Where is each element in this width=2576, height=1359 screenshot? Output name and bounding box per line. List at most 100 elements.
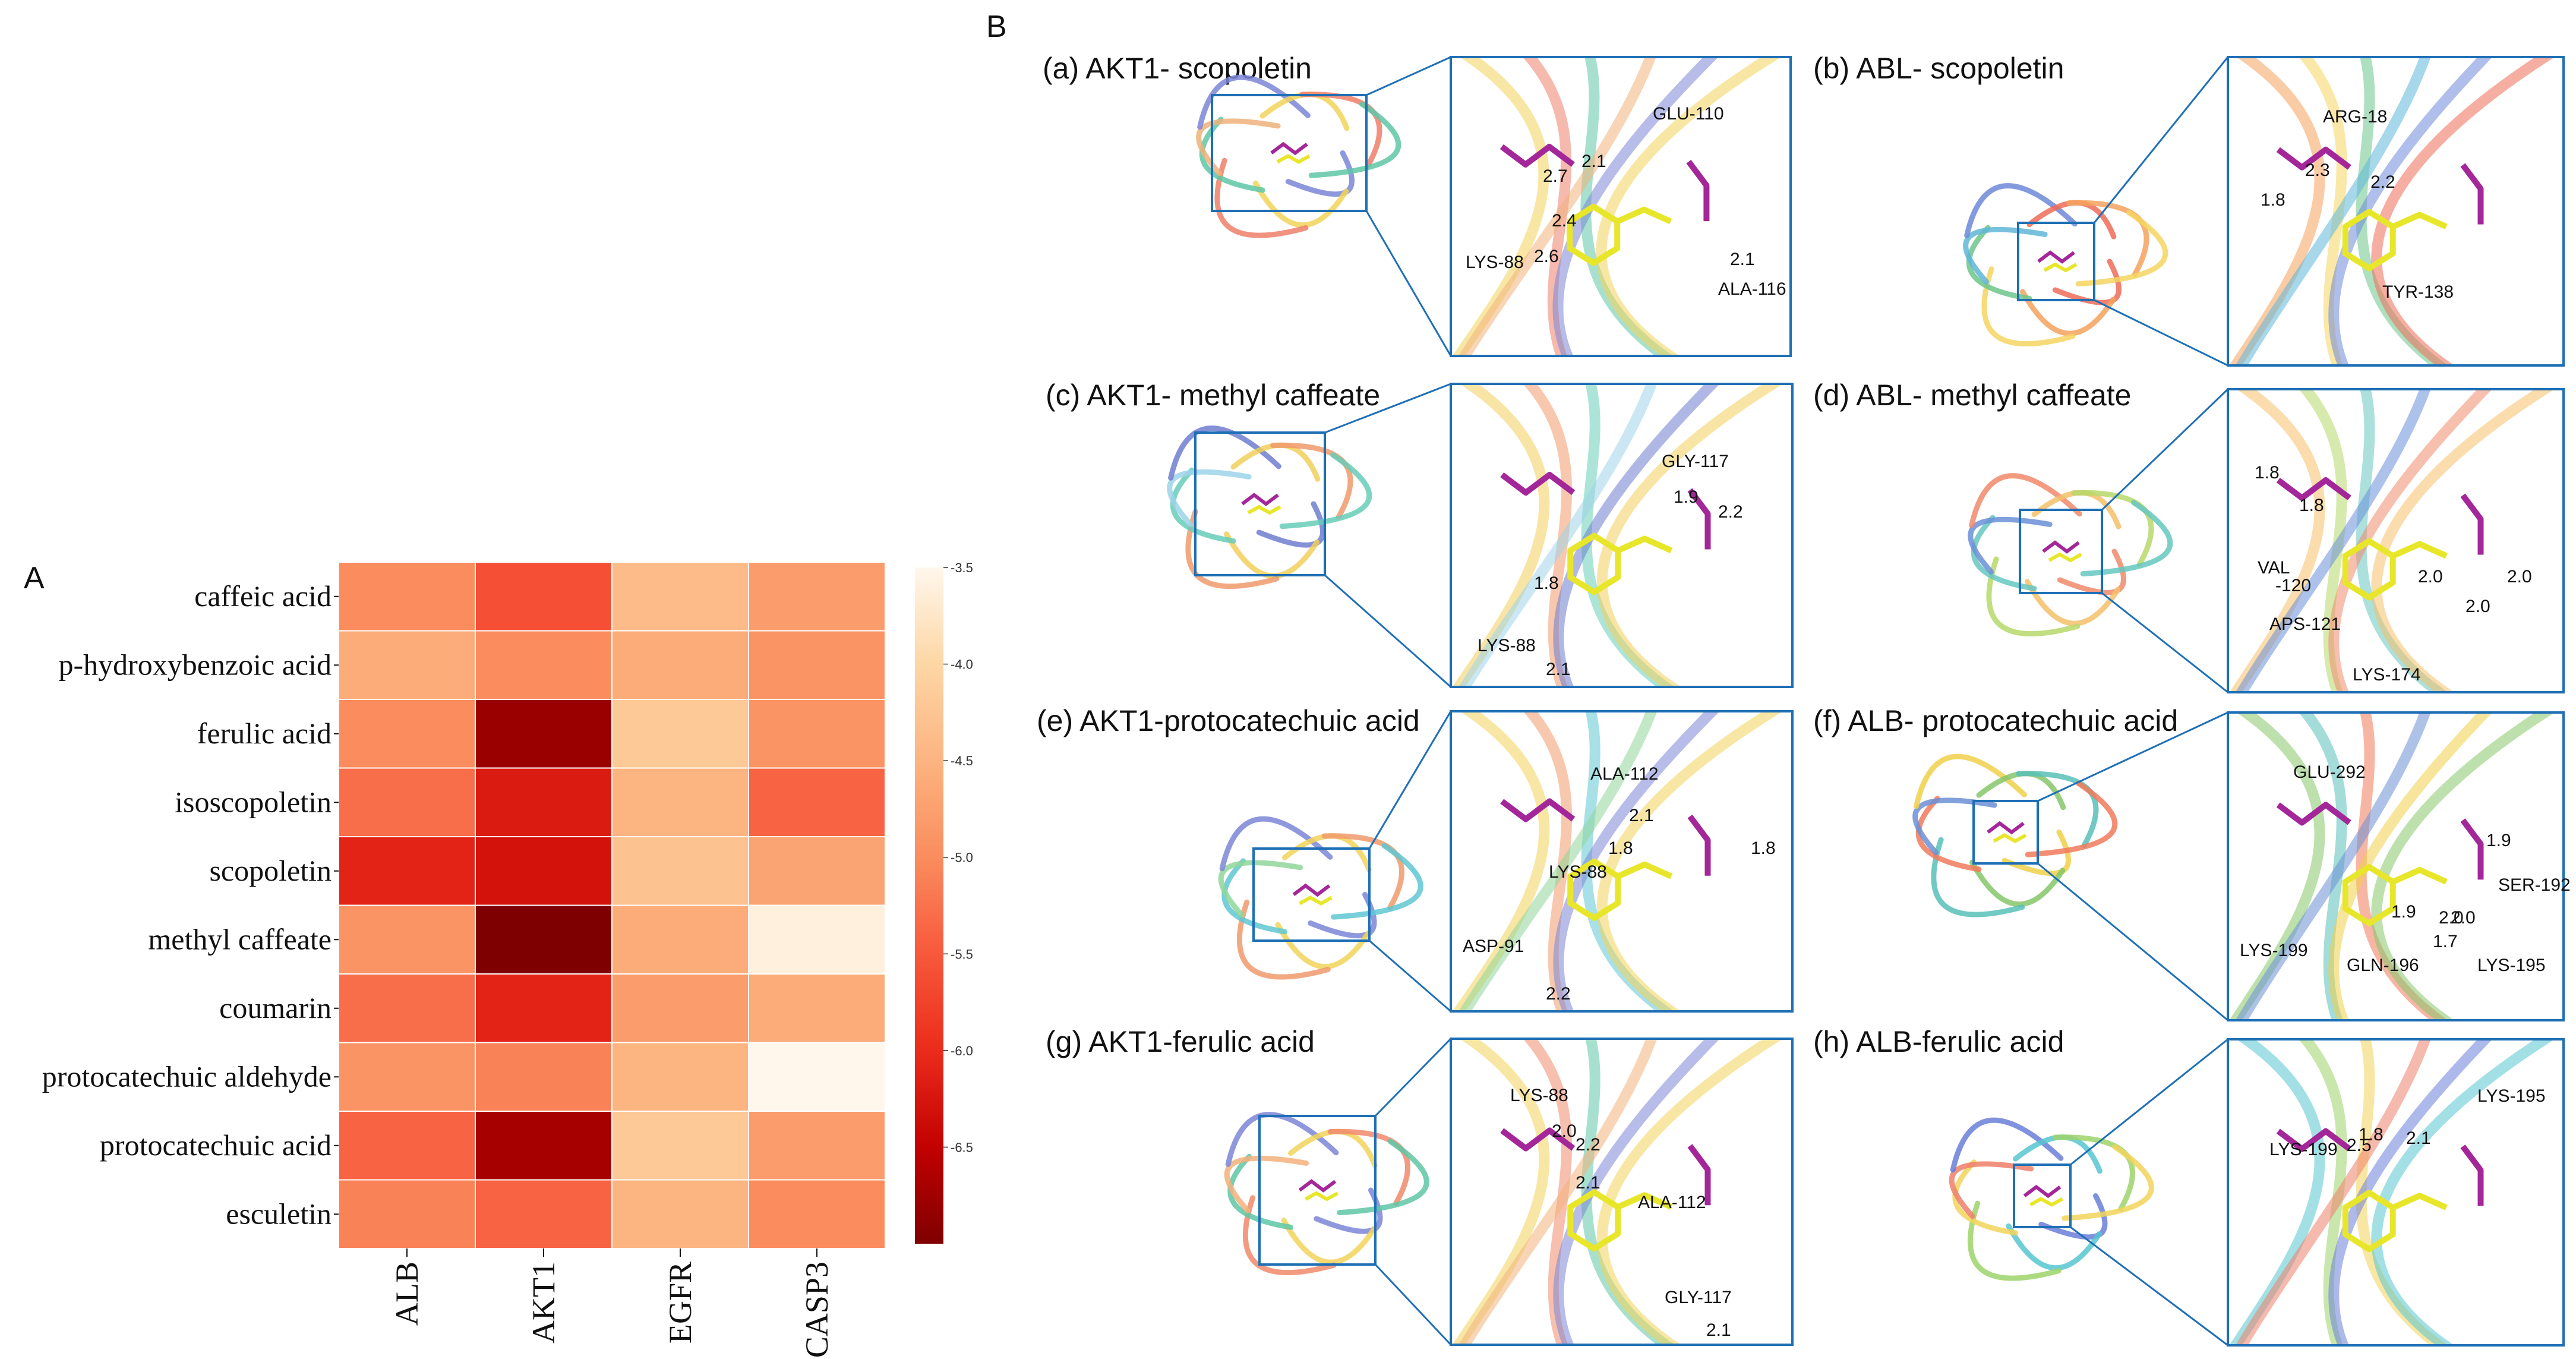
- zoom-frame: [2227, 1038, 2565, 1347]
- residue-label: ALA-116: [1718, 279, 1786, 299]
- protein-ribbon: [2062, 1144, 2154, 1221]
- overview-selection-box: [2013, 1163, 2072, 1228]
- heatmap-cell: [338, 562, 476, 632]
- heatmap-cell: [338, 1111, 476, 1181]
- column-label: CASP3: [799, 1262, 835, 1358]
- protein-ribbon: [1967, 1200, 2062, 1281]
- residue-label: ARG-18: [2323, 107, 2387, 127]
- protein-ribbon: [2019, 289, 2116, 336]
- docking-panel: (e) AKT1-protocatechuic acid ALA-112 LYS-8…: [1037, 704, 1794, 1013]
- residue-sticks: [1500, 798, 1711, 876]
- zoom-ribbon: [1459, 711, 1658, 1011]
- protein-ribbon: [2024, 579, 2121, 626]
- connector-line: [1374, 1263, 1452, 1346]
- zoom-frame: [1450, 56, 1792, 357]
- zoom-view: [2228, 57, 2564, 365]
- ligand-sticks: [2342, 863, 2448, 926]
- protein-ribbon: [1167, 469, 1252, 527]
- heatmap-cell: [611, 836, 749, 906]
- residue-label: LYS-195: [2477, 956, 2546, 975]
- distance-label: 2.1: [1546, 660, 1571, 679]
- residue-label: VAL: [2258, 558, 2290, 578]
- protein-ribbon: [1337, 1139, 1429, 1216]
- protein-overview: [1963, 183, 2168, 347]
- heatmap-cell: [611, 562, 749, 632]
- colorbar-tick-label: -4.0: [951, 657, 973, 672]
- protein-ribbon: [1279, 452, 1372, 529]
- distance-label: 2.0: [2418, 567, 2443, 587]
- protein-ribbon: [2025, 780, 2118, 857]
- protein-ribbon: [1185, 509, 1280, 589]
- column-label: AKT1: [526, 1262, 561, 1344]
- protein-ribbon: [1912, 797, 1997, 856]
- protein-overview: [1218, 816, 1423, 980]
- protein-ribbon: [1221, 858, 1287, 935]
- residue-label: LYS-88: [1478, 636, 1536, 655]
- protein-ribbon: [1170, 467, 1236, 544]
- heatmap-cell: [611, 1042, 749, 1112]
- heatmap-cell: [338, 699, 476, 769]
- panel-title: (d) ABL- methyl caffeate: [1813, 379, 2131, 412]
- ligand-sticks: [1567, 203, 1672, 266]
- connector-line: [2093, 56, 2229, 223]
- heatmap-cell: [748, 699, 886, 769]
- zoom-ribbons: [1452, 384, 1783, 687]
- overview-residue: [1270, 141, 1308, 156]
- protein-ribbon: [1218, 860, 1303, 918]
- zoom-ribbons: [2229, 389, 2555, 692]
- ligand-sticks: [2342, 538, 2448, 601]
- connector-line: [1368, 711, 1452, 849]
- distance-label: 1.8: [2359, 1125, 2384, 1144]
- row-label: caffeic acid: [194, 579, 332, 613]
- connector-line: [1366, 56, 1451, 96]
- protein-ribbon: [1969, 859, 2066, 907]
- ligand-sticks: [1567, 532, 1673, 595]
- residue-label: LYS-195: [2477, 1086, 2546, 1106]
- protein-ribbon: [1968, 516, 2053, 575]
- colorbar-tick-label: -5.0: [951, 850, 973, 865]
- residue-label: LYS-199: [2269, 1140, 2338, 1159]
- zoom-ribbon: [2371, 1039, 2555, 1345]
- zoom-view: [2228, 712, 2564, 1020]
- distance-label: 1.7: [2433, 932, 2458, 951]
- distance-label: 2.0: [2507, 567, 2532, 587]
- residue-sticks: [1499, 143, 1710, 222]
- distance-label: 2.1: [1581, 152, 1606, 171]
- protein-ribbon: [1966, 225, 2032, 301]
- zoom-ribbons: [1452, 711, 1783, 1011]
- protein-ribbon: [1223, 531, 1320, 579]
- protein-overview: [1968, 473, 2173, 637]
- docking-panels: (a) AKT1- scopoletin GLU-110 LYS-88 ALA-116…: [1037, 52, 2571, 1347]
- connector-line: [1374, 1038, 1452, 1117]
- heatmap-cell: [748, 973, 886, 1043]
- column-label: ALB: [389, 1262, 425, 1326]
- overview-selection-box: [1258, 1115, 1377, 1266]
- ligand-sticks: [2342, 209, 2448, 272]
- overview-residue: [2042, 540, 2080, 554]
- docking-panel: (h) ALB-ferulic acid LYS-195 LYS-199 2.51.8…: [1813, 1025, 2565, 1347]
- residue-label: APS-121: [2269, 614, 2341, 634]
- zoom-ribbon: [2235, 1039, 2431, 1345]
- heatmap-cells: [338, 562, 886, 1249]
- zoom-view: [1451, 384, 1792, 687]
- overview-residue: [2037, 250, 2075, 264]
- zoom-ribbon: [1596, 711, 1783, 1011]
- overview-selection-box: [2019, 509, 2103, 594]
- residue-label: LYS-174: [2353, 665, 2421, 685]
- distance-label: 2.5: [2347, 1136, 2372, 1155]
- distance-label: 1.9: [2486, 831, 2511, 850]
- panel-title: (b) ABL- scopoletin: [1813, 52, 2064, 85]
- distance-label: 1.8: [2299, 496, 2324, 515]
- protein-ribbon: [1225, 1112, 1339, 1167]
- residue-label: ALA-112: [1590, 764, 1659, 784]
- protein-ribbon: [1281, 1218, 1377, 1265]
- zoom-ribbon: [2371, 389, 2555, 692]
- row-label: scopoletin: [209, 854, 332, 887]
- protein-ribbon: [1219, 816, 1333, 872]
- zoom-ribbon: [2371, 712, 2555, 1020]
- zoom-ribbon: [1596, 1039, 1783, 1345]
- colorbar-tick-label: -6.0: [951, 1043, 973, 1058]
- connector-line: [2037, 862, 2228, 1021]
- protein-overview: [1224, 1112, 1429, 1276]
- colorbar-tick-label: -3.5: [951, 560, 973, 575]
